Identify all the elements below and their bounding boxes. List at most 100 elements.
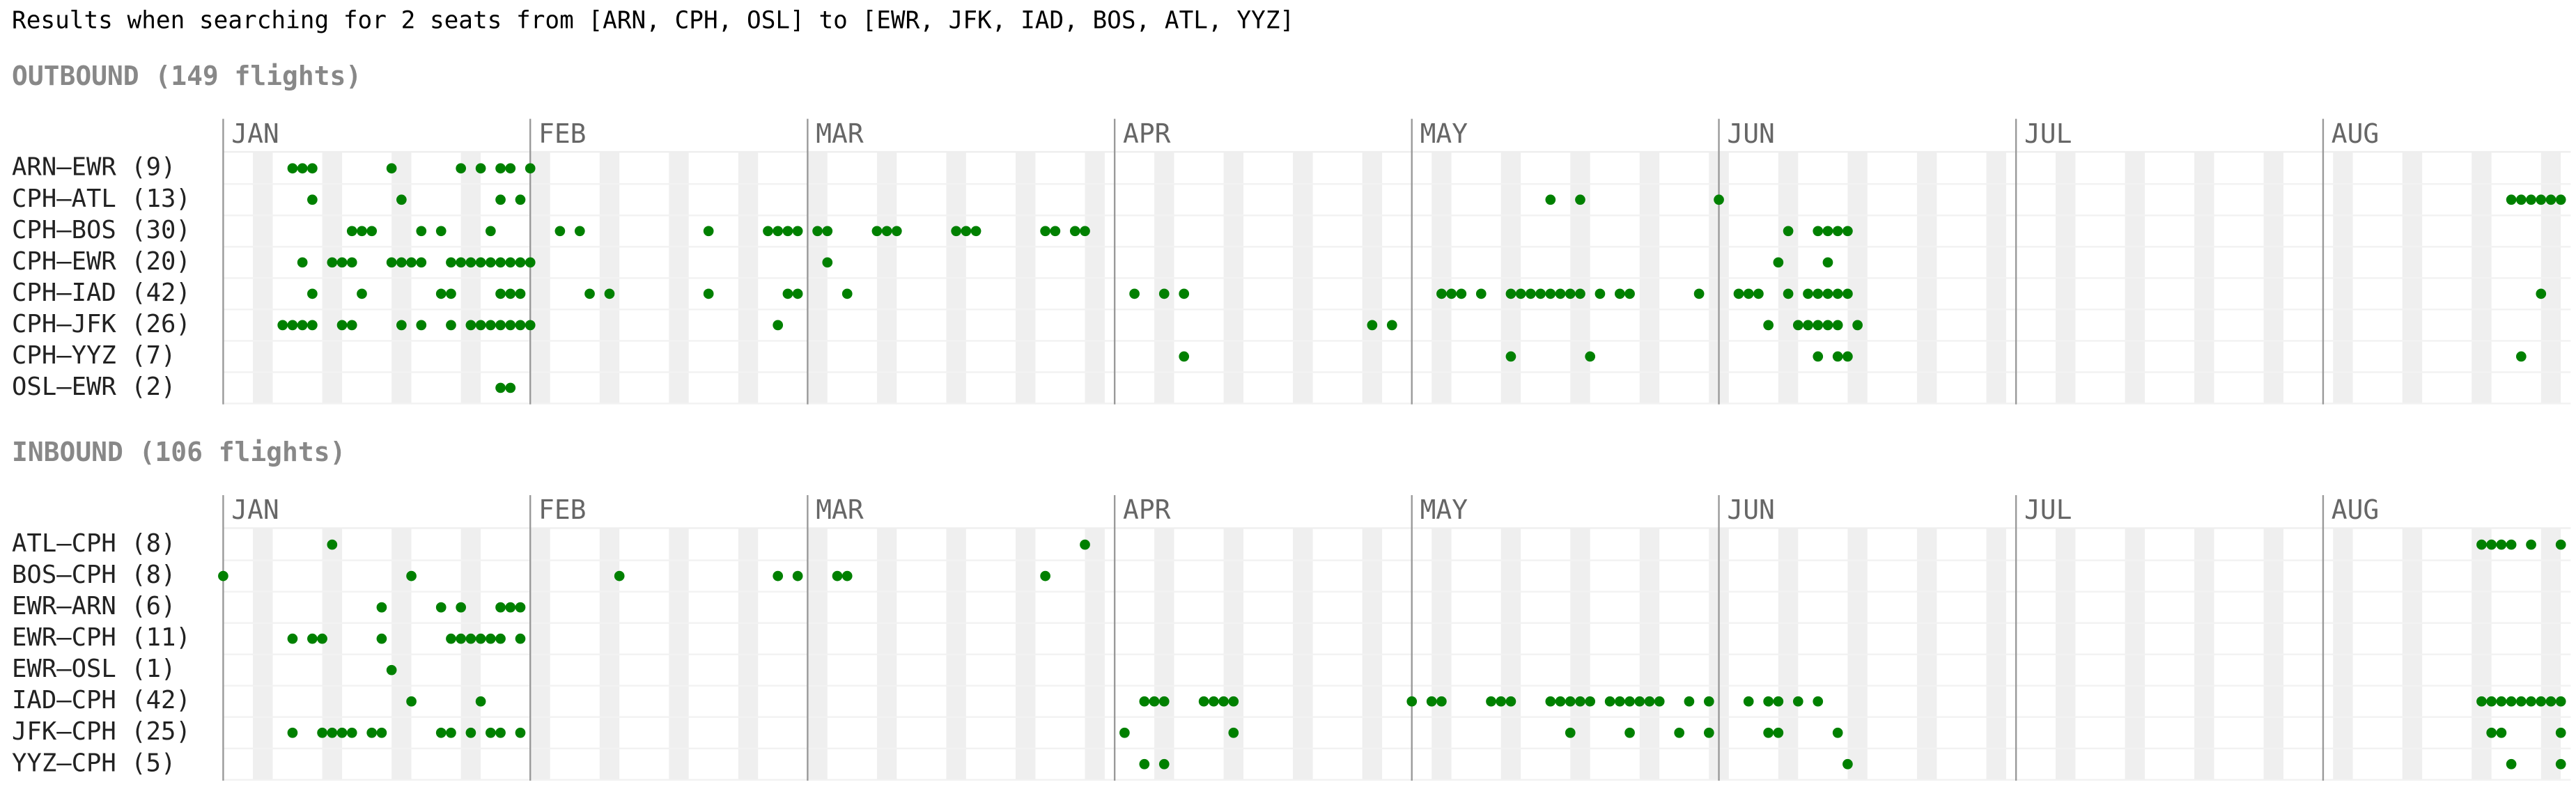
flight-dot xyxy=(2536,696,2547,707)
flight-dot xyxy=(1585,351,1596,362)
route-label: CPH–EWR (20) xyxy=(12,247,191,276)
flight-dot xyxy=(495,257,506,268)
flight-dot xyxy=(1832,351,1843,362)
flight-dot xyxy=(782,288,793,299)
flight-dot xyxy=(2536,288,2547,299)
flight-dot xyxy=(416,257,427,268)
flight-dot xyxy=(1040,226,1050,237)
route-label: EWR–OSL (1) xyxy=(12,655,176,683)
route-label: EWR–ARN (6) xyxy=(12,592,176,620)
flight-dot xyxy=(1803,288,1813,299)
flight-dot xyxy=(1813,320,1824,331)
flight-dot xyxy=(505,257,516,268)
flight-dot xyxy=(287,727,298,738)
flight-dot xyxy=(1228,696,1239,707)
flight-dot xyxy=(1158,758,1170,770)
flight-dot xyxy=(2496,539,2507,550)
flight-dot xyxy=(961,226,972,237)
flight-dot xyxy=(1703,696,1714,707)
flight-dot xyxy=(307,320,318,331)
flight-dot xyxy=(485,226,496,237)
flight-dot xyxy=(1585,696,1596,707)
flight-dot xyxy=(773,570,784,581)
flight-dot xyxy=(386,664,397,676)
flight-dot xyxy=(485,727,496,738)
flight-dot xyxy=(1842,351,1853,362)
flight-dot xyxy=(1139,758,1150,770)
flight-dot xyxy=(1436,288,1447,299)
flight-dot xyxy=(1496,696,1507,707)
flight-dot xyxy=(1753,288,1764,299)
flight-dot xyxy=(763,226,773,237)
flight-dot xyxy=(515,633,526,644)
flight-dot xyxy=(2506,539,2517,550)
flight-dot xyxy=(1714,194,1724,205)
month-label: APR xyxy=(1123,118,1171,149)
flight-dot xyxy=(456,633,467,644)
flight-dot xyxy=(2486,696,2497,707)
flight-dot xyxy=(515,727,526,738)
flight-dot xyxy=(1545,194,1556,205)
flight-dot xyxy=(1813,351,1824,362)
flight-dot xyxy=(951,226,961,237)
flight-dot xyxy=(505,320,516,331)
flight-dot xyxy=(2555,727,2566,738)
flight-dot xyxy=(1743,696,1754,707)
flight-dot xyxy=(1832,727,1843,738)
section-title: INBOUND (106 flights) xyxy=(12,437,346,467)
flight-dot xyxy=(1822,320,1833,331)
flight-dot xyxy=(792,288,803,299)
flight-dot xyxy=(475,633,486,644)
flight-dot xyxy=(416,320,427,331)
flight-dot xyxy=(1446,288,1457,299)
flight-dot xyxy=(1852,320,1863,331)
flight-dot xyxy=(1703,727,1714,738)
flight-dot xyxy=(435,226,447,237)
flight-dot xyxy=(1555,288,1566,299)
flight-dot xyxy=(475,696,486,707)
flight-dot xyxy=(1526,288,1536,299)
flight-dot xyxy=(841,570,853,581)
flight-dot xyxy=(2506,758,2517,770)
flight-dot xyxy=(2526,696,2536,707)
flight-dot xyxy=(485,257,496,268)
route-label: ATL–CPH (8) xyxy=(12,529,176,558)
flight-dot xyxy=(614,570,625,581)
flight-dot xyxy=(1555,696,1566,707)
flight-dot xyxy=(1674,727,1685,738)
flight-dot xyxy=(1624,696,1635,707)
flight-dot xyxy=(317,727,327,738)
flight-dot xyxy=(1624,288,1635,299)
flight-dot xyxy=(525,257,536,268)
flight-dot xyxy=(841,288,853,299)
month-label: JAN xyxy=(231,118,279,149)
flight-dot xyxy=(495,194,506,205)
flight-dot xyxy=(1763,320,1774,331)
search-summary: Results when searching for 2 seats from … xyxy=(12,6,1294,34)
flight-dot xyxy=(1743,288,1754,299)
flight-dot xyxy=(495,602,506,613)
flight-dot xyxy=(1832,320,1843,331)
flight-dot xyxy=(475,257,486,268)
flight-dot xyxy=(1624,727,1635,738)
flight-dot xyxy=(456,602,467,613)
flight-dot xyxy=(1406,696,1418,707)
flight-dot xyxy=(2545,696,2556,707)
flight-dot xyxy=(495,320,506,331)
flight-dot xyxy=(435,727,447,738)
flight-dot xyxy=(1545,696,1556,707)
flight-dot xyxy=(1783,288,1794,299)
month-label: MAY xyxy=(1420,494,1468,525)
route-label: JFK–CPH (25) xyxy=(12,717,191,746)
flight-dot xyxy=(1505,351,1516,362)
flight-dot xyxy=(376,633,387,644)
flight-dot xyxy=(307,633,318,644)
flight-dot xyxy=(435,288,447,299)
flight-dot xyxy=(2496,727,2507,738)
flight-dot xyxy=(584,288,595,299)
route-label: CPH–BOS (30) xyxy=(12,216,191,244)
flight-dot xyxy=(891,226,902,237)
flight-dot xyxy=(1575,696,1585,707)
flight-dot xyxy=(1209,696,1219,707)
month-label: MAR xyxy=(816,118,864,149)
